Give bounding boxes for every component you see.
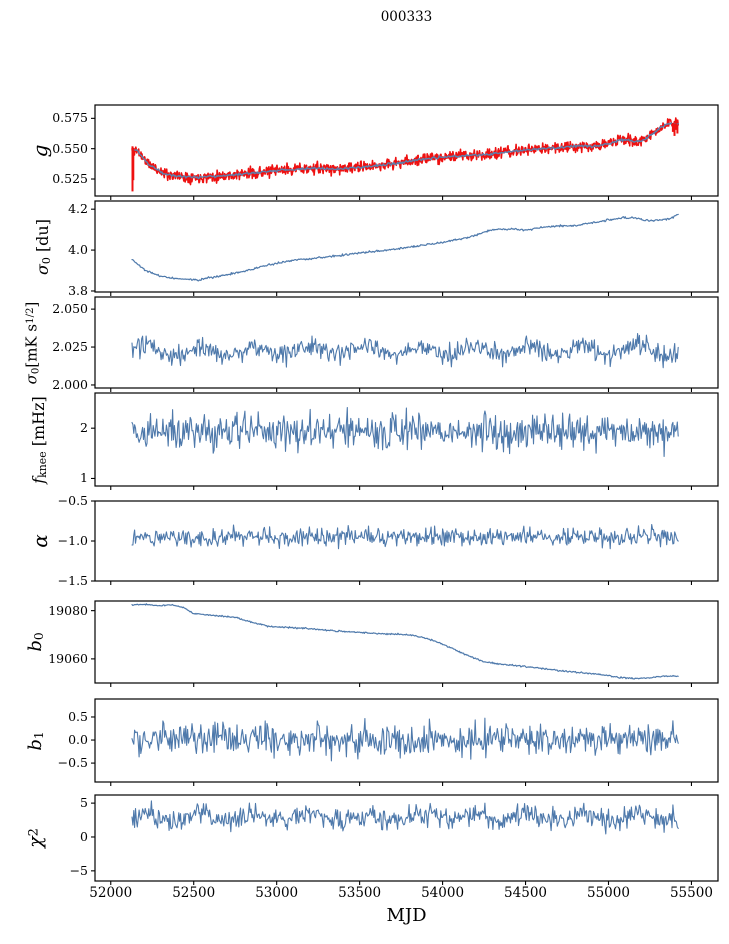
ylabel-segment: 1: [31, 730, 46, 739]
y-tick-label-fknee: 1: [80, 470, 88, 486]
y-tick-label-sigma0-du: 4.0: [68, 242, 88, 258]
x-tick-label: 54500: [504, 885, 547, 901]
ylabel-segment: 0: [30, 367, 42, 374]
ylabel-g: g: [28, 144, 52, 157]
y-tick-label-alpha: −0.5: [57, 493, 88, 508]
ylabel-alpha: α: [28, 534, 52, 548]
ylabel-sigma0-du: σ0 [du]: [33, 218, 54, 275]
ylabel-segment: α: [28, 534, 52, 548]
y-tick-label-sigma0-du: 4.2: [68, 201, 88, 217]
y-tick-label-b0: 19060: [48, 650, 88, 666]
x-axis-label: MJD: [386, 905, 427, 926]
ylabel-fknee: fknee [mHz]: [29, 395, 50, 484]
ylabel-segment: 2: [26, 828, 42, 837]
fknee-line: [131, 406, 679, 458]
chi2-axes-border: [94, 794, 719, 882]
alpha-line: [131, 523, 679, 550]
g-raw-line: [131, 117, 680, 186]
ylabel-segment: σ: [22, 373, 41, 384]
plot-title: 000333: [380, 9, 433, 25]
ylabel-segment: g: [28, 144, 52, 157]
ylabel-segment: knee: [36, 450, 50, 478]
y-tick-label-chi2: 5: [80, 795, 88, 811]
ylabel-b0: b0: [24, 632, 46, 652]
x-tick-label: 52000: [89, 885, 133, 901]
y-tick-label-b1: 0.0: [68, 732, 88, 748]
ylabel-segment: [mHz]: [29, 395, 49, 451]
ylabel-segment: ]: [22, 301, 41, 307]
ylabel-segment: b: [24, 738, 46, 751]
ylabel-segment: 0: [31, 632, 46, 641]
y-tick-label-b0: 19080: [48, 602, 88, 618]
x-tick-label: 53000: [255, 885, 299, 901]
y-tick-label-b1: 0.5: [68, 708, 88, 724]
ylabel-segment: f: [29, 477, 49, 484]
fknee-axes-border: [94, 392, 719, 487]
sigma0-du-line: [131, 213, 679, 282]
ylabel-sigma0-mks: σ0[mK s1/2]: [22, 301, 42, 384]
chi2-line: [131, 800, 679, 835]
y-tick-label-chi2: −5: [69, 862, 88, 878]
y-tick-label-fknee: 2: [80, 420, 88, 436]
x-tick-label: 54000: [421, 885, 465, 901]
ylabel-segment: [du]: [33, 218, 53, 257]
y-tick-label-g: 0.550: [52, 140, 88, 156]
y-tick-label-alpha: −1.5: [57, 573, 88, 588]
sigma0-mks-line: [131, 332, 679, 369]
x-tick-label: 55500: [669, 885, 713, 901]
b0-line: [131, 603, 679, 680]
ylabel-segment: 1/2: [25, 306, 37, 324]
y-tick-label-g: 0.575: [52, 110, 88, 126]
y-tick-label-sigma0-mks: 2.025: [52, 339, 88, 355]
y-tick-label-alpha: −1.0: [57, 533, 88, 548]
y-tick-label-sigma0-mks: 2.000: [52, 376, 88, 392]
sigma0-mks-axes-border: [94, 296, 719, 389]
ylabel-segment: χ: [24, 836, 47, 848]
y-tick-label-g: 0.525: [52, 171, 88, 186]
ylabel-chi2: χ2: [24, 828, 47, 848]
ylabel-segment: 0: [40, 256, 54, 264]
ylabel-segment: b: [24, 640, 46, 652]
ylabel-segment: [mK s: [22, 323, 41, 368]
y-tick-label-chi2: 0: [80, 828, 88, 844]
g-fit-line: [131, 122, 679, 180]
g-axes-border: [94, 104, 719, 197]
x-tick-label: 53500: [338, 885, 382, 901]
y-tick-label-sigma0-mks: 2.050: [52, 301, 88, 317]
x-tick-label: 55000: [587, 885, 630, 901]
ylabel-b1: b1: [24, 730, 46, 751]
y-tick-label-b1: −0.5: [57, 755, 88, 771]
x-tick-label: 52500: [172, 885, 216, 901]
b0-axes-border: [94, 600, 719, 684]
y-tick-label-sigma0-du: 3.8: [68, 282, 88, 298]
ylabel-segment: σ: [33, 263, 53, 275]
sigma0-du-axes-border: [94, 200, 719, 293]
b1-line: [131, 717, 679, 762]
